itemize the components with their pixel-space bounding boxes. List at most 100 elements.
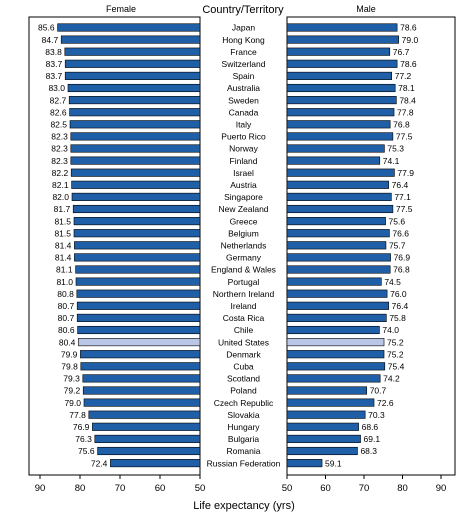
male-value-label: 76.8 [393,265,410,275]
female-bar [83,398,201,407]
female-value-label: 82.5 [50,120,67,130]
female-value-label: 83.7 [46,59,63,69]
female-value-label: 81.4 [55,241,72,251]
male-value-label: 77.2 [395,71,412,81]
female-header: Female [106,4,136,14]
female-bar [76,313,201,322]
country-label: Belgium [228,228,259,238]
male-bars [286,23,399,468]
male-bar [286,108,395,117]
male-bar [286,59,398,68]
country-label: Czech Republic [214,398,274,408]
female-x-tick-label: 60 [155,483,166,494]
male-bar [286,156,381,165]
female-bar [110,459,201,468]
male-value-label: 68.3 [360,446,377,456]
male-bar [286,144,385,153]
female-value-label: 82.3 [51,156,68,166]
male-bar [286,241,387,250]
female-bar [73,217,201,226]
male-value-label: 79.0 [402,35,419,45]
female-value-label: 81.5 [54,216,71,226]
male-x-tick-label: 90 [436,483,447,494]
female-value-label: 82.2 [52,168,69,178]
male-value-label: 75.3 [387,144,404,154]
female-bar [88,410,201,419]
male-bar [286,362,386,371]
male-value-label: 69.1 [364,434,381,444]
female-x-tick-label: 90 [35,483,46,494]
country-label: Northern Ireland [213,289,275,299]
female-value-label: 83.7 [46,71,63,81]
male-bar [286,132,394,141]
male-value-label: 78.4 [399,95,416,105]
female-bar [76,301,201,310]
country-label: Greece [230,216,258,226]
country-label: Ireland [231,301,257,311]
male-value-label: 75.6 [389,216,406,226]
male-bar [286,180,389,189]
country-label: New Zealand [218,204,268,214]
male-value-label: 76.7 [393,47,410,57]
male-value-label: 77.5 [396,132,413,142]
male-value-label: 78.6 [400,59,417,69]
female-bar [78,338,201,347]
country-label: Israel [233,168,254,178]
female-value-label: 79.8 [61,362,78,372]
male-value-label: 70.3 [368,410,385,420]
female-value-label: 82.1 [52,180,69,190]
male-x-tick-label: 60 [320,483,331,494]
female-bar [69,120,201,129]
female-value-label: 83.8 [45,47,62,57]
female-bar [67,83,201,93]
male-bar [286,71,393,80]
country-label: Denmark [226,349,261,359]
country-label: Germany [226,253,262,263]
female-value-label: 82.3 [51,132,68,142]
country-label: Norway [229,144,259,154]
country-label: Switzerland [222,59,266,69]
female-bar [82,386,201,395]
female-bar [68,96,201,105]
male-bar [286,120,391,129]
male-x-tick-label: 80 [397,483,408,494]
female-bar [70,132,201,141]
male-bar [286,96,397,105]
female-x-tick-label: 50 [195,483,206,494]
female-value-label: 72.4 [91,458,108,468]
male-bar [286,374,381,383]
male-value-label: 74.0 [382,325,399,335]
female-value-label: 84.7 [42,35,59,45]
x-axis-ticks: 90 80 70 60 50 50 60 70 80 90 [35,475,447,494]
male-header: Male [356,4,376,14]
country-label: Hungary [227,422,260,432]
female-bar [92,422,201,431]
female-value-label: 82.0 [52,192,69,202]
female-value-label: 80.8 [57,289,74,299]
female-value-label: 79.3 [63,374,80,384]
male-value-label: 78.1 [398,83,415,93]
male-bar [286,217,386,226]
male-bar [286,398,375,407]
male-value-label: 77.5 [396,204,413,214]
country-label: Italy [236,120,252,130]
male-bar [286,253,391,262]
male-bar [286,434,361,443]
female-bar [75,277,201,286]
female-bar [80,362,201,371]
x-axis-label: Life expectancy (yrs) [193,500,294,512]
male-bar [286,265,391,274]
country-label: Spain [233,71,255,81]
male-bar [286,192,392,201]
female-value-label: 83.0 [48,83,65,93]
female-value-labels: 85.6 84.7 83.8 83.7 83.7 83.0 82.7 82.6 82.5 82.3… [38,23,108,469]
country-label: Portugal [228,277,260,287]
country-label: Austria [230,180,257,190]
country-label: United States [218,337,269,347]
female-bar [72,204,201,214]
male-value-label: 75.8 [389,313,406,323]
male-value-label: 75.2 [387,349,404,359]
country-label: Netherlands [221,241,267,251]
male-bar [286,83,396,93]
